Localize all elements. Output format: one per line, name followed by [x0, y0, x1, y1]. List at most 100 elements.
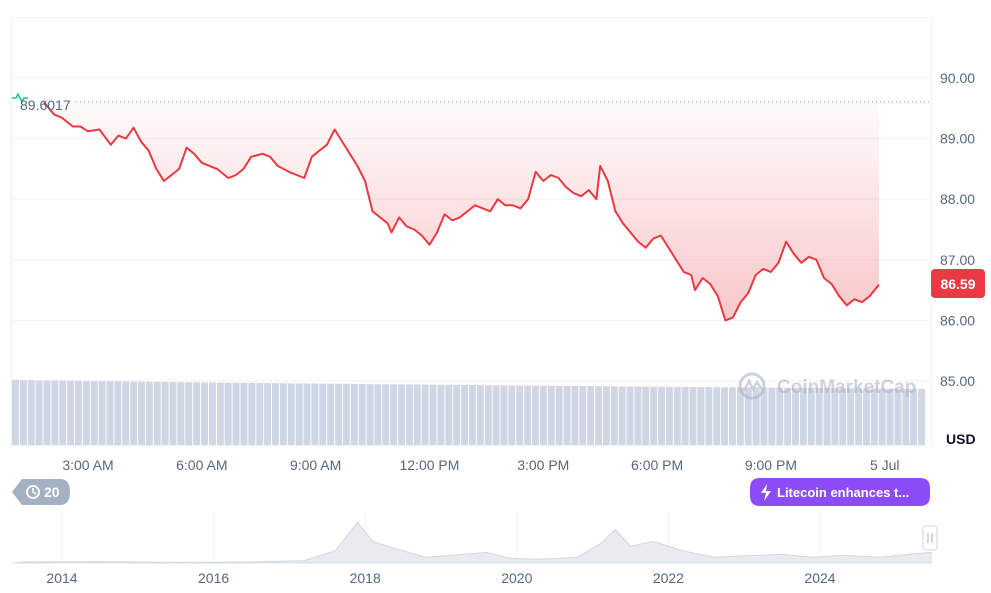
- volume-bar: [760, 387, 768, 445]
- volume-bar: [799, 387, 807, 445]
- volume-bar: [571, 386, 579, 445]
- volume-bar: [350, 383, 358, 445]
- volume-bar: [130, 381, 138, 445]
- y-tick-label: 88.00: [940, 191, 975, 207]
- volume-bar: [547, 385, 555, 445]
- volume-bar: [232, 382, 240, 445]
- navigator-tick-label: 2024: [804, 570, 835, 586]
- range-navigator[interactable]: 2014 2016 2018 2020 2022 2024: [11, 512, 938, 586]
- volume-bar: [382, 384, 390, 445]
- history-badge-count: 20: [44, 484, 60, 500]
- volume-bar: [342, 383, 350, 445]
- volume-bar: [673, 386, 681, 445]
- volume-bar: [532, 385, 539, 445]
- volume-bar: [421, 384, 429, 445]
- volume-bar: [216, 382, 224, 445]
- price-line: [43, 101, 880, 322]
- volume-bar: [185, 382, 193, 445]
- volume-bar: [870, 388, 878, 445]
- volume-bar: [248, 382, 256, 445]
- volume-bar: [177, 382, 185, 445]
- volume-bar: [75, 380, 82, 445]
- volume-bar: [122, 381, 130, 445]
- volume-bar: [776, 387, 784, 445]
- volume-bar: [666, 386, 673, 445]
- volume-bar: [705, 387, 713, 445]
- volume-bar: [374, 384, 382, 445]
- volume-bar: [539, 385, 547, 445]
- navigator-axis: 2014 2016 2018 2020 2022 2024: [46, 570, 835, 586]
- volume-bar: [445, 384, 453, 445]
- volume-bar: [681, 386, 689, 445]
- volume-bar: [484, 385, 492, 445]
- volume-bar: [508, 385, 516, 445]
- volume-bar: [82, 381, 90, 445]
- volume-bar: [784, 387, 792, 445]
- volume-bar: [886, 388, 894, 445]
- volume-bar: [19, 380, 27, 445]
- volume-bar: [878, 388, 886, 445]
- volume-bar: [729, 387, 736, 445]
- volume-bar: [792, 387, 799, 445]
- news-badge[interactable]: Litecoin enhances t...: [750, 478, 930, 506]
- volume-bar: [492, 385, 500, 445]
- y-axis: 90.00 89.00 88.00 87.00 86.00 85.00: [940, 70, 975, 389]
- volume-bar: [634, 386, 642, 445]
- navigator-tick-label: 2018: [350, 570, 381, 586]
- volume-bar: [256, 383, 264, 445]
- volume-bar: [863, 388, 870, 445]
- volume-bar: [169, 382, 177, 445]
- volume-bar: [689, 387, 697, 445]
- x-tick-label: 9:00 PM: [745, 457, 797, 473]
- x-tick-label: 3:00 PM: [517, 457, 569, 473]
- volume-bar: [59, 380, 67, 445]
- volume-bar: [839, 388, 847, 445]
- currency-label: USD: [946, 431, 976, 447]
- volume-bar: [768, 387, 776, 445]
- volume-bar: [642, 386, 650, 445]
- volume-bar: [406, 384, 413, 445]
- volume-bar: [27, 380, 35, 445]
- volume-bar: [476, 385, 484, 445]
- volume-bar: [618, 386, 626, 445]
- volume-bar: [272, 383, 279, 445]
- x-tick-label: 5 Jul: [870, 457, 900, 473]
- volume-bar: [461, 385, 468, 445]
- volume-bar: [366, 384, 374, 445]
- volume-bar: [823, 388, 831, 445]
- volume-bar: [713, 387, 721, 445]
- volume-bar: [153, 381, 161, 445]
- navigator-handle[interactable]: [922, 525, 938, 551]
- volume-bar: [35, 380, 43, 445]
- volume-bar: [910, 388, 918, 445]
- y-tick-label: 85.00: [940, 373, 975, 389]
- x-tick-label: 3:00 AM: [62, 457, 113, 473]
- volume-bar: [311, 383, 319, 445]
- volume-bar: [240, 382, 248, 445]
- volume-bar: [114, 381, 122, 445]
- volume-bar: [847, 388, 855, 445]
- coinmarketcap-logo-icon: [738, 372, 766, 400]
- volume-bar: [437, 384, 445, 445]
- volume-bar: [650, 386, 658, 445]
- y-tick-label: 89.00: [940, 131, 975, 147]
- volume-bar: [224, 382, 232, 445]
- x-tick-label: 12:00 PM: [399, 457, 459, 473]
- volume-bar: [67, 380, 75, 445]
- reference-marker: 89.6017: [12, 92, 71, 113]
- volume-bar: [610, 386, 618, 445]
- clock-history-icon: [26, 485, 40, 499]
- volume-bar: [752, 387, 760, 445]
- volume-bar: [287, 383, 295, 445]
- volume-bar: [279, 383, 287, 445]
- volume-bar: [358, 384, 366, 445]
- history-badge[interactable]: 20: [12, 479, 70, 505]
- volume-bar: [721, 387, 728, 445]
- x-axis: 3:00 AM 6:00 AM 9:00 AM 12:00 PM 3:00 PM 6:00…: [62, 457, 899, 473]
- coinmarketcap-watermark: CoinMarketCap: [738, 372, 916, 400]
- volume-bar: [563, 385, 571, 445]
- price-area: [44, 102, 879, 321]
- volume-bars: [12, 379, 925, 445]
- volume-bar: [429, 384, 437, 445]
